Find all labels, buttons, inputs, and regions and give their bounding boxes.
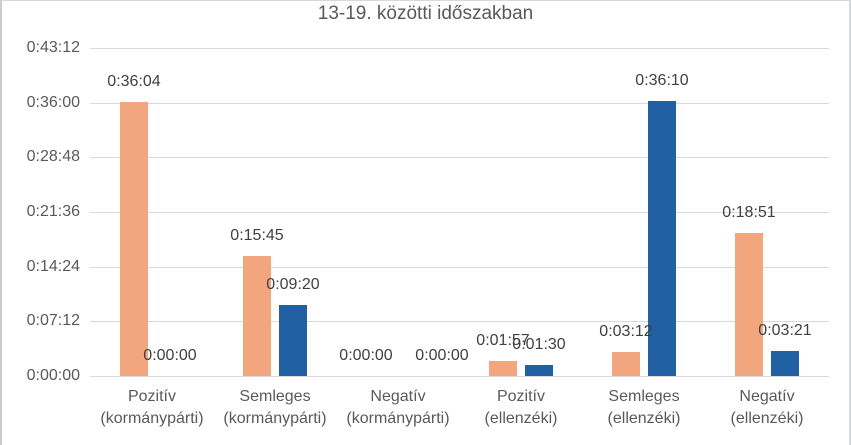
y-tick-label: 0:43:12 (26, 39, 80, 56)
bar-value-label: 0:00:00 (143, 347, 197, 364)
gridline (90, 321, 829, 322)
bar-blue-series-3 (525, 365, 553, 376)
y-tick-label: 0:28:48 (26, 148, 80, 165)
bar-value-label: 0:03:21 (758, 322, 812, 339)
category-label: Negatív (ellenzéki) (687, 386, 847, 430)
category-label-line2: (ellenzéki) (607, 410, 681, 427)
y-tick-label: 0:36:00 (26, 94, 80, 111)
gridline (90, 212, 829, 213)
bar-value-label: 0:03:12 (599, 323, 653, 340)
y-tick-label: 0:07:12 (26, 312, 80, 329)
gridline (90, 48, 829, 49)
bar-value-label: 0:01:57 (476, 332, 530, 349)
category-label-line1: Pozitív (127, 388, 176, 405)
category-label: Pozitív (ellenzéki) (441, 386, 601, 430)
bar-blue-series-1 (279, 305, 307, 376)
category-label-line1: Pozitív (496, 388, 545, 405)
gridline (90, 376, 829, 377)
category-label-line1: Negatív (739, 388, 795, 405)
y-tick-label: 0:14:24 (26, 258, 80, 275)
chart-title: 13-19. közötti időszakban (317, 3, 534, 24)
bar-blue-series-4 (648, 101, 676, 376)
category-label-line2: (kormánypárti) (346, 410, 450, 427)
bar-value-label: 0:00:00 (339, 347, 393, 364)
category-label-line1: Negatív (370, 388, 426, 405)
category-label: Semleges (kormánypárti) (195, 386, 355, 430)
gridline (90, 157, 829, 158)
category-label-line2: (kormánypárti) (100, 410, 204, 427)
gridline (90, 103, 829, 104)
y-tick-label: 0:00:00 (26, 367, 80, 384)
category-label: Negatív (kormánypárti) (318, 386, 478, 430)
category-label-line2: (ellenzéki) (730, 410, 804, 427)
bar-orange-series-3 (489, 361, 517, 376)
bar-value-label: 0:18:51 (722, 204, 776, 221)
bar-blue-series-5 (771, 351, 799, 376)
y-tick-label: 0:21:36 (26, 203, 80, 220)
bar-value-label: 0:00:00 (415, 347, 469, 364)
gridline (90, 267, 829, 268)
bar-value-label: 0:36:10 (635, 72, 689, 89)
category-label-line1: Semleges (239, 388, 311, 405)
bar-value-label: 0:15:45 (230, 227, 284, 244)
category-label: Semleges (ellenzéki) (564, 386, 724, 430)
bar-orange-series-4 (612, 352, 640, 376)
bar-orange-series-1 (243, 256, 271, 376)
bar-value-label: 0:09:20 (266, 276, 320, 293)
bar-value-label: 0:36:04 (107, 73, 161, 90)
category-label-line1: Semleges (608, 388, 680, 405)
bar-orange-series-0 (120, 102, 148, 376)
category-label-line2: (ellenzéki) (484, 410, 558, 427)
bar-orange-series-5 (735, 233, 763, 376)
category-label-line2: (kormánypárti) (223, 410, 327, 427)
bar-value-label: 0:01:30 (512, 336, 566, 353)
category-label: Pozitív (kormánypárti) (72, 386, 232, 430)
